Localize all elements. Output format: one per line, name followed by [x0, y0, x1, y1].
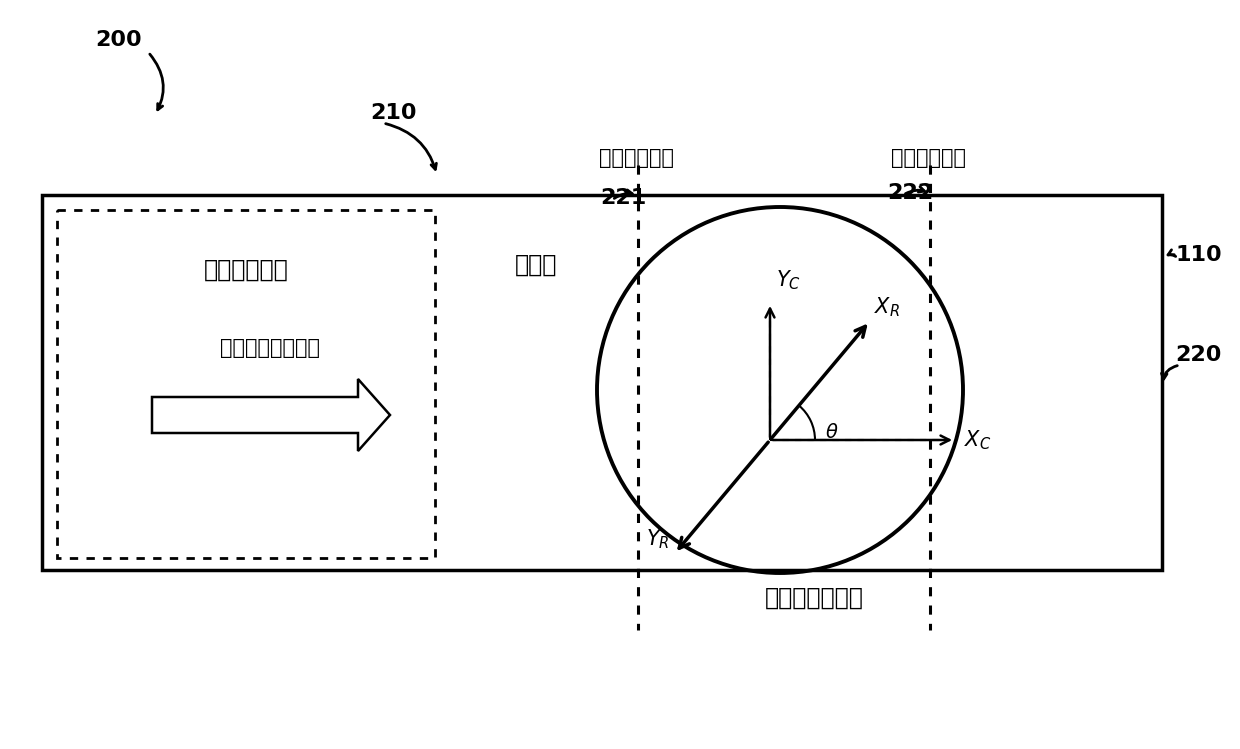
Text: 110: 110: [1176, 245, 1221, 265]
Text: 221: 221: [600, 188, 646, 208]
Text: 相机视野范围: 相机视野范围: [203, 258, 289, 282]
Text: 结束跟踪界限: 结束跟踪界限: [890, 148, 966, 168]
Text: 222: 222: [887, 183, 934, 203]
Polygon shape: [153, 379, 391, 451]
Text: $X_R$: $X_R$: [874, 296, 899, 319]
Text: 目标物体运动方向: 目标物体运动方向: [219, 338, 320, 358]
Text: 开始跟踪界限: 开始跟踪界限: [599, 148, 673, 168]
Text: 210: 210: [370, 103, 417, 123]
Text: θ: θ: [826, 422, 838, 441]
Text: $Y_C$: $Y_C$: [776, 268, 801, 292]
Text: 传送带: 传送带: [516, 253, 558, 277]
Text: $Y_R$: $Y_R$: [646, 528, 670, 551]
Bar: [42, 195, 1162, 570]
Text: 220: 220: [1176, 345, 1221, 365]
Bar: [57, 210, 435, 558]
Text: 200: 200: [95, 30, 141, 50]
Text: 机器人工作区域: 机器人工作区域: [765, 586, 863, 610]
Text: $X_C$: $X_C$: [963, 428, 991, 452]
